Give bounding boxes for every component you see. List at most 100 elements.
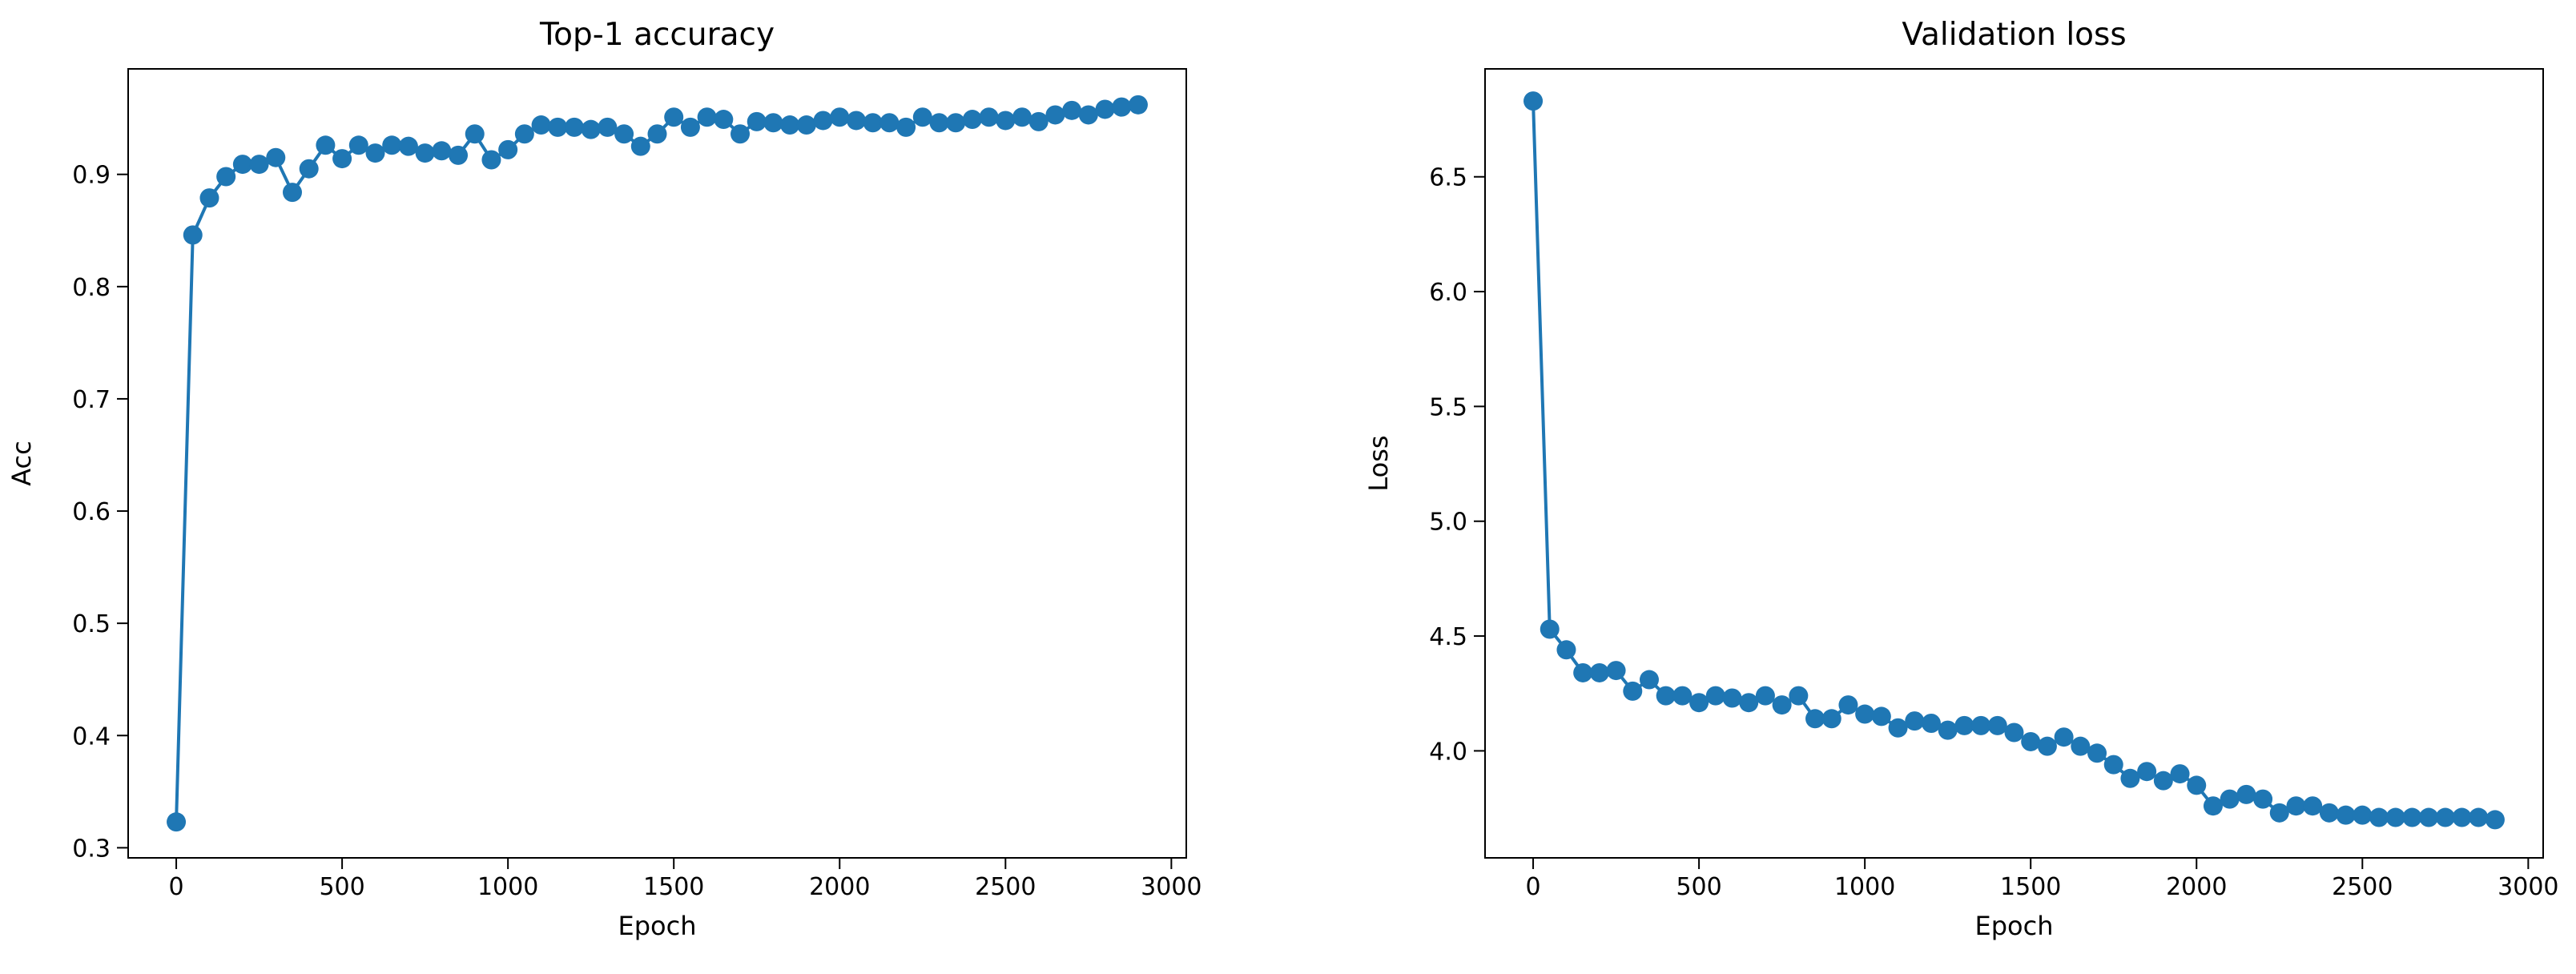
x-tick-label: 0 bbox=[1525, 873, 1540, 901]
data-point bbox=[796, 115, 816, 135]
data-point bbox=[2087, 743, 2107, 763]
data-point bbox=[846, 111, 866, 131]
data-point bbox=[2452, 807, 2472, 827]
data-point bbox=[830, 107, 850, 127]
plot-frame bbox=[127, 68, 1187, 859]
data-point bbox=[1855, 704, 1875, 724]
data-point bbox=[1739, 693, 1759, 713]
data-point bbox=[1623, 681, 1643, 701]
data-point bbox=[2286, 796, 2306, 816]
data-point bbox=[2369, 807, 2389, 827]
data-point bbox=[2021, 731, 2041, 751]
data-point bbox=[2485, 810, 2505, 830]
data-point bbox=[415, 143, 435, 163]
data-point bbox=[1987, 715, 2007, 735]
x-tick-label: 3000 bbox=[2498, 873, 2558, 901]
data-point bbox=[2319, 803, 2339, 823]
data-point bbox=[1095, 99, 1115, 119]
data-point bbox=[398, 136, 418, 156]
x-axis-label: Epoch bbox=[618, 911, 697, 941]
data-point bbox=[2402, 807, 2422, 827]
x-tick-label: 2500 bbox=[975, 873, 1036, 901]
data-point bbox=[929, 113, 949, 133]
data-point bbox=[879, 113, 900, 133]
data-point bbox=[747, 111, 767, 131]
data-point bbox=[449, 145, 469, 165]
data-point bbox=[1573, 662, 1593, 682]
data-point bbox=[813, 111, 833, 131]
data-point bbox=[1954, 715, 1974, 735]
data-point bbox=[2071, 736, 2091, 756]
data-point bbox=[1971, 715, 1991, 735]
y-tick-label: 0.5 bbox=[72, 610, 111, 638]
y-tick-label: 0.3 bbox=[72, 835, 111, 863]
data-point bbox=[514, 124, 534, 144]
data-point bbox=[2137, 762, 2157, 782]
data-point bbox=[167, 812, 187, 832]
data-point bbox=[1838, 695, 1858, 715]
data-point bbox=[946, 113, 966, 133]
x-tick-label: 2000 bbox=[2166, 873, 2227, 901]
y-tick-label: 5.5 bbox=[1429, 393, 1467, 421]
x-tick-label: 2500 bbox=[2332, 873, 2393, 901]
data-point bbox=[1921, 714, 1941, 734]
data-point bbox=[1805, 709, 1825, 729]
data-point bbox=[266, 147, 286, 167]
data-point bbox=[2220, 789, 2240, 809]
data-point bbox=[1722, 688, 1742, 708]
data-point bbox=[680, 117, 700, 137]
x-tick-label: 2000 bbox=[809, 873, 870, 901]
data-point bbox=[912, 107, 932, 127]
data-point bbox=[598, 117, 618, 137]
data-point bbox=[714, 110, 734, 130]
data-point bbox=[2037, 736, 2057, 756]
data-point bbox=[581, 119, 601, 139]
data-point bbox=[1772, 695, 1792, 715]
data-point bbox=[2004, 722, 2024, 743]
data-point bbox=[1112, 97, 1132, 117]
data-point bbox=[183, 225, 203, 245]
data-point bbox=[1656, 686, 1676, 706]
data-point bbox=[1540, 619, 1560, 639]
data-point bbox=[2236, 784, 2256, 804]
data-point bbox=[1871, 706, 1891, 726]
data-point bbox=[432, 141, 452, 161]
data-point bbox=[2303, 796, 2323, 816]
x-tick-label: 0 bbox=[168, 873, 183, 901]
x-tick-label: 3000 bbox=[1141, 873, 1201, 901]
data-point bbox=[863, 113, 883, 133]
data-point bbox=[332, 149, 352, 169]
data-point bbox=[1556, 640, 1576, 660]
data-point bbox=[481, 150, 501, 170]
x-tick-label: 1500 bbox=[2000, 873, 2061, 901]
plot-frame bbox=[1484, 68, 2544, 859]
data-point bbox=[199, 188, 219, 208]
data-point bbox=[697, 107, 717, 127]
y-tick-label: 5.0 bbox=[1429, 509, 1467, 537]
data-point bbox=[664, 107, 684, 127]
data-point bbox=[2269, 803, 2289, 823]
data-point bbox=[630, 136, 650, 156]
y-tick-label: 0.4 bbox=[72, 722, 111, 751]
data-point bbox=[1905, 711, 1925, 731]
data-point bbox=[316, 135, 336, 155]
y-tick-label: 4.0 bbox=[1429, 738, 1467, 766]
data-point bbox=[1606, 661, 1626, 681]
data-point bbox=[614, 124, 634, 144]
data-point bbox=[564, 117, 584, 137]
data-point bbox=[2153, 771, 2173, 791]
data-point bbox=[1012, 107, 1032, 127]
data-point bbox=[548, 117, 568, 137]
data-point bbox=[1045, 105, 1065, 125]
data-point bbox=[962, 110, 982, 130]
data-point bbox=[2385, 807, 2405, 827]
data-point bbox=[2336, 805, 2356, 825]
data-point bbox=[2469, 807, 2489, 827]
x-tick-label: 500 bbox=[319, 873, 364, 901]
data-point bbox=[1062, 100, 1082, 120]
data-point bbox=[2353, 805, 2373, 825]
data-point bbox=[1705, 686, 1725, 706]
data-point bbox=[531, 115, 551, 135]
data-point bbox=[896, 117, 916, 137]
